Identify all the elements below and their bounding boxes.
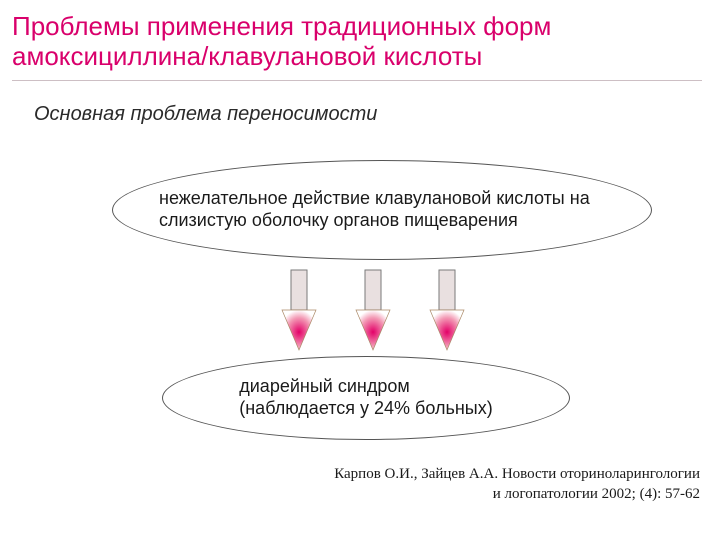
arrow-down-icon: [428, 268, 466, 354]
arrow-down-icon: [280, 268, 318, 354]
ellipse-effect-text: диарейный синдром(наблюдается у 24% боль…: [239, 376, 492, 420]
arrow-down-icon: [354, 268, 392, 354]
citation-line: и логопатологии 2002; (4): 57-62: [334, 485, 700, 505]
citation: Карпов О.И., Зайцев А.А. Новости оторино…: [334, 465, 700, 504]
arrow-group: [280, 268, 466, 354]
ellipse-cause-text: нежелательное действие клавулановой кисл…: [159, 188, 605, 232]
ellipse-effect: диарейный синдром(наблюдается у 24% боль…: [162, 356, 570, 440]
slide-subtitle: Основная проблема переносимости: [34, 103, 702, 126]
ellipse-cause: нежелательное действие клавулановой кисл…: [112, 160, 652, 260]
slide-title: Проблемы применения традиционных форм ам…: [12, 12, 702, 72]
title-underline: [12, 80, 702, 81]
citation-line: Карпов О.И., Зайцев А.А. Новости оторино…: [334, 465, 700, 485]
slide-root: Проблемы применения традиционных форм ам…: [0, 0, 720, 540]
